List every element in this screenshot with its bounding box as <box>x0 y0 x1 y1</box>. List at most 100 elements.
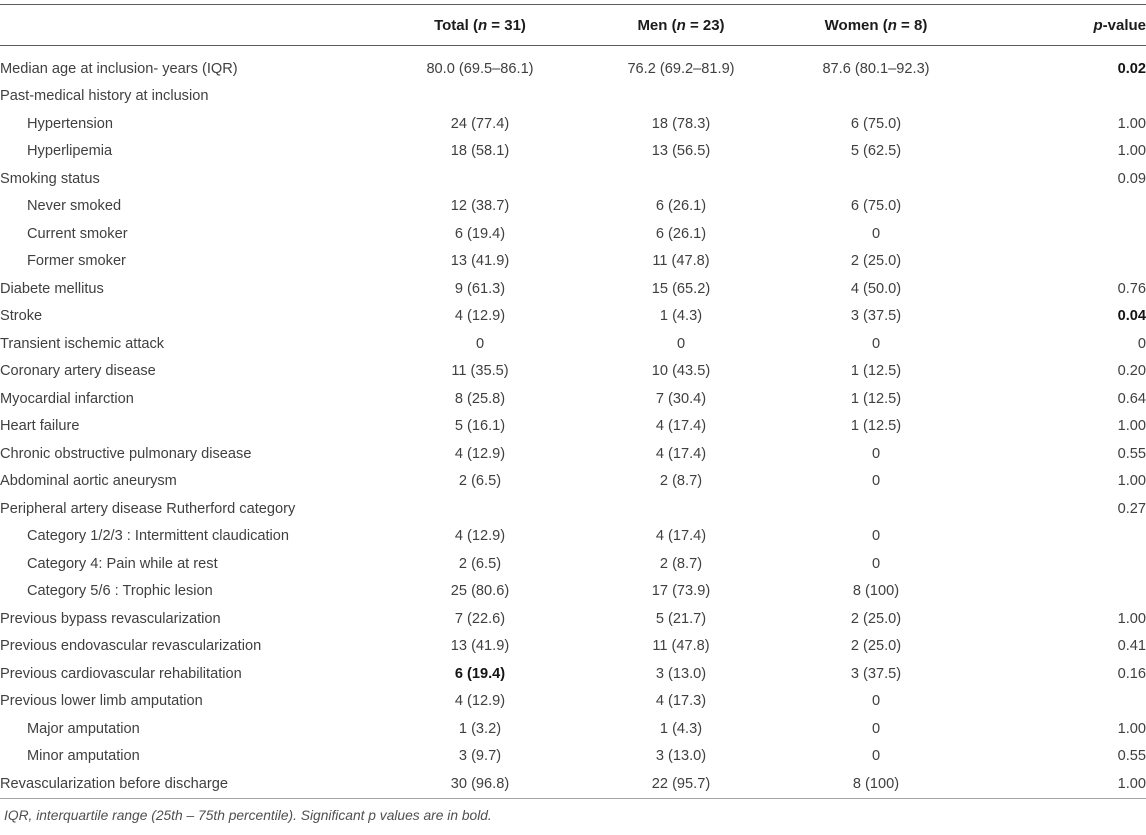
cell-total <box>385 83 575 111</box>
cell-p: 0.64 <box>1117 390 1146 407</box>
cell-total: 80.0 (69.5–86.1) <box>426 60 534 77</box>
cell-women: 6 (75.0) <box>850 198 902 215</box>
column-header-women: Women (n = 8) <box>787 4 965 46</box>
cell-men <box>575 165 787 193</box>
cell-women: 2 (25.0) <box>850 253 902 270</box>
cell-total: 6 (19.4) <box>385 660 575 688</box>
cell-total: 4 (12.9) <box>454 528 506 545</box>
cell-total: 4 (12.9) <box>454 693 506 710</box>
table-row: Previous bypass revascularization 7 (22.6… <box>0 605 1146 633</box>
cell-men: 7 (30.4) <box>655 390 707 407</box>
table-row: Past-medical history at inclusion <box>0 83 1146 111</box>
cell-women: 8 (100) <box>852 583 900 600</box>
cell-p: 1.00 <box>1117 418 1146 435</box>
cell-men: 2 (8.7) <box>659 473 703 490</box>
cell-total: 18 (58.1) <box>450 143 510 160</box>
cell-women: 0 <box>871 473 881 490</box>
cell-p <box>965 550 1146 578</box>
cell-men: 4 (17.4) <box>655 418 707 435</box>
cell-p: 0.09 <box>1117 170 1146 187</box>
cell-men: 4 (17.4) <box>655 528 707 545</box>
table-row: Current smoker 6 (19.4) 6 (26.1) 0 <box>0 220 1146 248</box>
cell-men: 6 (26.1) <box>655 225 707 242</box>
table-row: Category 5/6 : Trophic lesion 25 (80.6) 17… <box>0 578 1146 606</box>
cell-women <box>787 495 965 523</box>
cell-p: 1.00 <box>1117 143 1146 160</box>
table-row: Diabete mellitus 9 (61.3) 15 (65.2) 4 (50.0… <box>0 275 1146 303</box>
cell-p: 0 <box>1137 335 1146 352</box>
table-row: Chronic obstructive pulmonary disease 4 (… <box>0 440 1146 468</box>
cell-total: 12 (38.7) <box>450 198 510 215</box>
column-header-text: Total ( <box>434 16 478 34</box>
cell-women: 0 <box>871 528 881 545</box>
column-header-text: n <box>887 16 897 34</box>
cell-total: 8 (25.8) <box>454 390 506 407</box>
cell-women: 0 <box>871 693 881 710</box>
row-label: Myocardial infarction <box>0 390 134 407</box>
row-label: Chronic obstructive pulmonary disease <box>0 445 252 462</box>
cell-women <box>787 165 965 193</box>
significant-value: 0.02 <box>1117 60 1146 77</box>
row-label: Past-medical history at inclusion <box>0 88 209 105</box>
cell-women: 1 (12.5) <box>850 363 902 380</box>
row-label: Hyperlipemia <box>27 143 113 160</box>
cell-total: 13 (41.9) <box>450 638 510 655</box>
column-header-text: p <box>1093 16 1103 34</box>
row-label: Never smoked <box>27 198 122 215</box>
cell-men: 11 (47.8) <box>652 638 710 655</box>
table-row: Coronary artery disease 11 (35.5) 10 (43.5… <box>0 358 1146 386</box>
cell-women: 6 (75.0) <box>850 115 902 132</box>
table-row: Stroke 4 (12.9) 1 (4.3) 3 (37.5) 0.04 <box>0 303 1146 331</box>
cell-men <box>575 495 787 523</box>
table-row: Myocardial infarction 8 (25.8) 7 (30.4) 1 (… <box>0 385 1146 413</box>
clinical-characteristics-table: Total (n = 31) Men (n = 23) Women (n = 8) p… <box>0 4 1146 799</box>
cell-women: 0 <box>871 720 881 737</box>
table-header-row: Total (n = 31) Men (n = 23) Women (n = 8) p… <box>0 4 1146 46</box>
cell-women: 1 (12.5) <box>850 390 902 407</box>
cell-men: 76.2 (69.2–81.9) <box>627 60 735 77</box>
row-label: Peripheral artery disease Rutherford cat… <box>0 500 296 517</box>
table-row: Category 1/2/3 : Intermittent claudicati… <box>0 523 1146 551</box>
cell-women: 0 <box>871 555 881 572</box>
column-header-text: -value <box>1102 16 1146 34</box>
table-row: Transient ischemic attack 0 0 0 0 <box>0 330 1146 358</box>
column-header-men: Men (n = 23) <box>575 4 787 46</box>
cell-total: 3 (9.7) <box>458 748 502 765</box>
cell-total: 24 (77.4) <box>450 115 510 132</box>
row-label: Diabete mellitus <box>0 280 104 297</box>
cell-women: 2 (25.0) <box>850 610 902 627</box>
cell-total: 9 (61.3) <box>454 280 506 297</box>
cell-p: 1.00 <box>1117 610 1146 627</box>
row-label: Revascularization before discharge <box>0 770 385 799</box>
cell-p <box>965 193 1146 221</box>
row-label: Previous lower limb amputation <box>0 693 203 710</box>
cell-women <box>787 83 965 111</box>
row-label: Category 1/2/3 : Intermittent claudicati… <box>27 528 290 545</box>
row-label: Minor amputation <box>27 748 140 765</box>
cell-total: 2 (6.5) <box>458 473 502 490</box>
cell-p <box>965 578 1146 606</box>
cell-women: 87.6 (80.1–92.3) <box>822 60 930 77</box>
cell-men: 5 (21.7) <box>655 610 707 627</box>
cell-men: 10 (43.5) <box>651 363 711 380</box>
cell-women: 3 (37.5) <box>850 308 902 325</box>
cell-p: 1.00 <box>1117 115 1146 132</box>
table-row: Heart failure 5 (16.1) 4 (17.4) 1 (12.5) 1.0… <box>0 413 1146 441</box>
cell-men: 18 (78.3) <box>651 115 711 132</box>
cell-p: 1.00 <box>1117 473 1146 490</box>
row-label: Heart failure <box>0 418 80 435</box>
cell-p <box>965 220 1146 248</box>
cell-p <box>965 523 1146 551</box>
cell-total: 2 (6.5) <box>458 555 502 572</box>
row-label: Coronary artery disease <box>0 363 156 380</box>
cell-p: 0.55 <box>1117 445 1146 462</box>
table-row: Abdominal aortic aneurysm 2 (6.5) 2 (8.7) 0… <box>0 468 1146 496</box>
row-label: Median age at inclusion- years (IQR) <box>0 60 238 77</box>
cell-p: 0.55 <box>1117 748 1146 765</box>
column-header-text: n <box>676 16 686 34</box>
column-header-p: p-value <box>965 4 1146 46</box>
table-row: Smoking status 0.09 <box>0 165 1146 193</box>
row-label: Category 4: Pain while at rest <box>27 555 218 572</box>
cell-men: 22 (95.7) <box>575 770 787 799</box>
